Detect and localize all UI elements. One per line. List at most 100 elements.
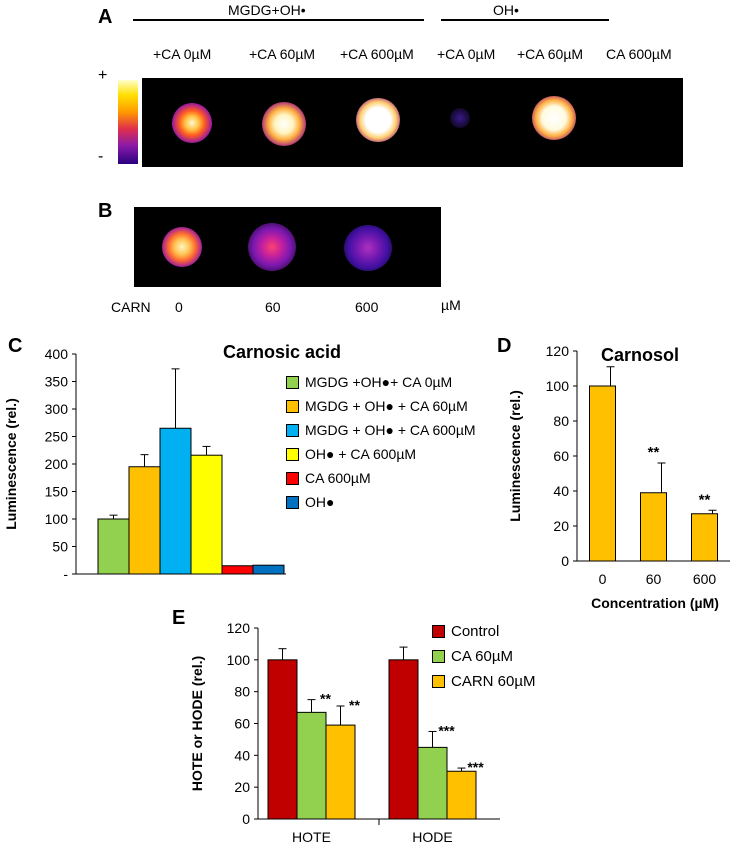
panel-b-label-3: 600 [355,299,379,315]
panel-a-group1-label: MGDG+OH• [228,2,306,18]
legend-c-item: OH● [286,494,334,510]
panel-c-letter: C [8,335,23,357]
y-tick-label: 80 [553,413,569,429]
bar [97,518,130,575]
x-tick-label: HOTE [292,829,331,845]
legend-c-label: OH● [305,494,335,510]
carn-spot-2 [248,223,296,271]
y-axis-label: Luminescence (rel.) [507,390,523,522]
panel-b-unit: µM [441,297,461,313]
y-axis-label: Luminescence (rel.) [3,398,19,530]
bar [417,746,448,820]
y-tick-label: 250 [45,429,69,445]
panel-a-group2-label: OH• [493,2,519,18]
legend-e-label: CA 60µM [451,648,513,665]
panel-a-label-3: +CA 600µM [340,46,414,62]
significance-label: ** [320,691,331,707]
y-tick-label: 80 [234,684,250,700]
y-axis-label: HOTE or HODE (rel.) [189,656,205,791]
bar [267,659,298,820]
carn-spot-1 [162,227,202,267]
y-tick-label: 100 [546,378,570,394]
panel-b-letter: B [98,200,113,222]
spot-5 [532,96,576,140]
y-tick-label: 60 [553,448,569,464]
carn-spot-3 [344,225,392,271]
spot-3 [356,98,400,142]
legend-c-label: MGDG + OH● + CA 600µM [305,422,476,438]
legend-e-label: Control [451,623,500,640]
y-tick-label: 0 [561,553,569,569]
panel-a-label-1: +CA 0µM [153,46,212,62]
legend-c-swatch [286,471,299,485]
panel-b-luminescence-image [134,207,441,287]
panel-e-letter: E [172,607,186,629]
color-scale-bar [118,80,138,164]
y-tick-label: 50 [52,539,68,555]
x-tick-label: 600 [693,571,717,587]
legend-c-label: CA 600µM [305,470,371,486]
x-tick-label: HODE [412,829,452,845]
y-tick-label: 20 [553,518,569,534]
chart-carnosol: 0 20 40 60 80 100 120 Luminescence (rel.) 0 ** 60 *… [507,343,730,611]
bar [252,564,285,575]
panel-a-luminescence-image [142,78,683,167]
panel-d-letter: D [497,335,512,357]
panel-b-label-1: 0 [175,299,183,315]
y-tick-label: 0 [242,811,250,827]
bar [325,724,356,820]
spot-4 [450,108,470,128]
y-tick-label: 200 [45,456,69,472]
y-tick-label: 350 [45,374,69,390]
bar [691,513,718,562]
chart-c-title: Carnosic acid [223,342,342,362]
legend-e-swatch [432,675,445,688]
y-tick-label: 100 [227,652,251,668]
chart-hote-hode: 0 20 40 60 80 100 120 HOTE or HODE (rel.) ** ** HO… [189,620,500,845]
significance-label: *** [467,759,484,775]
panel-a-label-5: +CA 60µM [517,46,584,62]
legend-c-swatch [286,495,299,509]
bar [190,454,223,575]
panel-b-label-2: 60 [265,299,281,315]
legend-e-item: CARN 60µM [432,673,536,690]
legend-c-label: MGDG +OH●+ CA 0µM [305,374,453,390]
bar [589,385,616,562]
scale-plus-label: + [98,67,108,84]
panel-a-group1-line [133,19,424,21]
y-tick-label: 120 [546,343,570,359]
legend-c-item: MGDG + OH● + CA 600µM [286,422,476,438]
legend-c-item: OH● + CA 600µM [286,446,416,462]
bar [221,565,254,575]
legend-e-item: Control [432,623,499,640]
y-tick-label: 60 [234,716,250,732]
legend-c-swatch [286,375,299,389]
legend-c-swatch [286,423,299,437]
y-tick-label: 100 [45,511,69,527]
bar [388,659,419,820]
x-tick-label: 60 [646,571,662,587]
y-tick-label: 150 [45,484,69,500]
y-tick-label: 120 [227,620,251,636]
x-axis-label: Concentration (µM) [591,595,719,611]
significance-label: ** [648,444,660,461]
panel-a-divider [140,78,142,167]
legend-c-swatch [286,447,299,461]
y-tick-label: - [63,566,68,582]
legend-e-item: CA 60µM [432,648,513,665]
significance-label: ** [349,697,360,713]
chart-d-title: Carnosol [601,345,680,365]
spot-2 [262,102,306,146]
y-tick-label: 400 [45,346,69,362]
panel-a-group2-line [441,19,609,21]
legend-e-label: CARN 60µM [451,673,536,690]
y-tick-label: 40 [234,747,250,763]
bar [640,492,667,562]
bar [128,466,161,575]
spot-1 [172,103,212,143]
y-tick-label: 40 [553,483,569,499]
panel-b-row-label: CARN [111,299,151,315]
legend-c-item: MGDG + OH● + CA 60µM [286,398,468,414]
panel-a-label-6: CA 600µM [606,46,672,62]
chart-carnosic-acid: - 50 100 150 200 250 300 350 400 Luminescence (re… [3,346,286,582]
